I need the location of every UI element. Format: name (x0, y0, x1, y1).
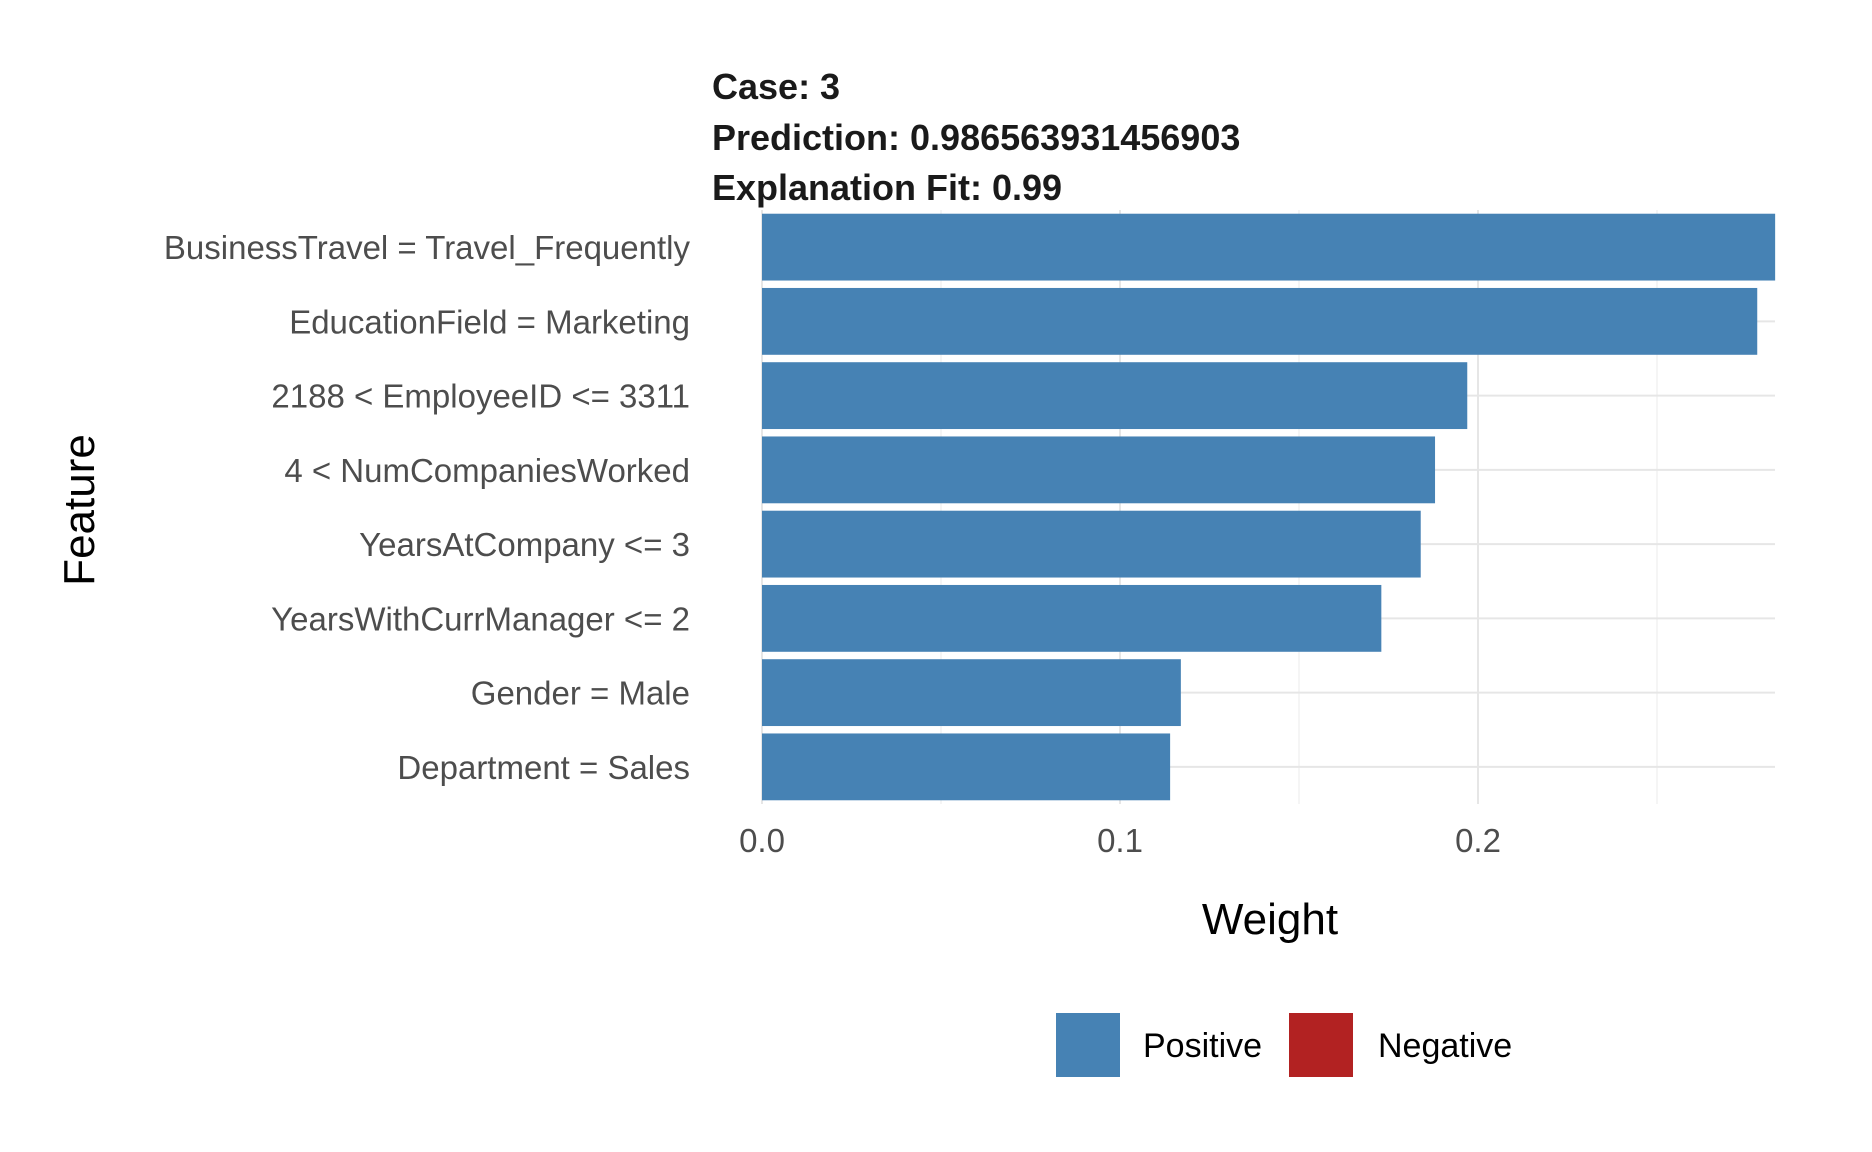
bar (762, 659, 1181, 727)
bars-layer (762, 213, 1776, 801)
chart-title: Case: 3 Prediction: 0.986563931456903 Ex… (712, 66, 1240, 208)
legend: Positive Negative (1056, 1013, 1512, 1077)
bar (762, 584, 1382, 652)
x-tick-label: 0.0 (739, 822, 785, 859)
bar (762, 213, 1776, 281)
bar (762, 436, 1436, 504)
category-label: YearsAtCompany <= 3 (359, 526, 690, 563)
bar (762, 362, 1468, 430)
legend-swatch-negative (1289, 1013, 1353, 1077)
category-label: 2188 < EmployeeID <= 3311 (271, 378, 690, 415)
x-tick-label: 0.2 (1455, 822, 1501, 859)
title-line-case: Case: 3 (712, 66, 840, 107)
bar (762, 287, 1758, 355)
category-label: BusinessTravel = Travel_Frequently (164, 229, 691, 266)
category-label: 4 < NumCompaniesWorked (284, 452, 690, 489)
x-tick-labels: 0.0 0.1 0.2 (739, 822, 1501, 859)
category-label: Department = Sales (397, 749, 690, 786)
bar (762, 733, 1171, 801)
legend-label-negative: Negative (1378, 1027, 1512, 1065)
y-axis-title: Feature (55, 434, 104, 586)
category-label: EducationField = Marketing (289, 303, 690, 340)
category-label: Gender = Male (471, 675, 690, 712)
x-axis-title: Weight (1202, 895, 1338, 944)
x-tick-label: 0.1 (1097, 822, 1143, 859)
category-label: YearsWithCurrManager <= 2 (271, 600, 690, 637)
bar (762, 510, 1421, 578)
legend-label-positive: Positive (1143, 1027, 1262, 1065)
title-line-fit: Explanation Fit: 0.99 (712, 167, 1062, 208)
legend-swatch-positive (1056, 1013, 1120, 1077)
title-line-prediction: Prediction: 0.986563931456903 (712, 117, 1240, 158)
category-labels: BusinessTravel = Travel_Frequently Educat… (164, 229, 691, 786)
